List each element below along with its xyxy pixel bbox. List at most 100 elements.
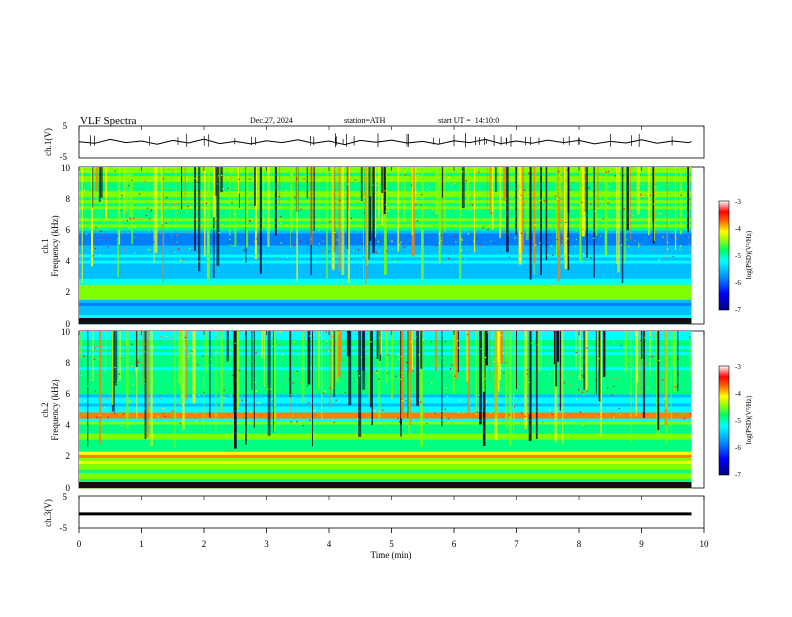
spec-speckle <box>119 358 121 360</box>
spec-speckle <box>528 169 530 171</box>
spec-speckle <box>178 179 180 181</box>
spec-band <box>79 361 692 365</box>
spec-speckle <box>401 399 403 402</box>
spec-speckle <box>386 372 389 374</box>
spec-speckle <box>79 210 81 212</box>
spec-speckle <box>123 343 125 345</box>
ch2-freq-ticks: 10 8 6 4 2 0 <box>61 327 71 493</box>
spec-speckle <box>234 342 236 344</box>
spec-speckle <box>267 235 269 237</box>
spec-speckle <box>613 416 615 418</box>
spec-speckle <box>632 214 634 217</box>
spec-band <box>79 448 692 453</box>
spec-streak <box>473 167 476 253</box>
spec-speckle <box>451 364 454 366</box>
spec-speckle <box>594 210 596 212</box>
spec-speckle <box>182 375 184 378</box>
spec-streak <box>623 167 627 263</box>
spec-streak <box>466 167 470 205</box>
spec-speckle <box>607 387 609 389</box>
spec-speckle <box>629 392 631 395</box>
spec-band <box>79 281 692 286</box>
spec-streak <box>641 331 643 359</box>
spec-streak <box>411 331 413 371</box>
spec-speckle <box>169 337 171 339</box>
spec-band <box>79 382 692 386</box>
x-tick-label: 6 <box>452 539 457 549</box>
spec-streak <box>263 331 265 387</box>
spec-streak <box>557 331 560 362</box>
spec-streak <box>583 331 585 390</box>
spec-speckle <box>107 416 109 418</box>
spec-speckle <box>654 358 656 360</box>
spec-speckle <box>154 190 156 192</box>
spec-speckle <box>488 177 491 179</box>
spec-streak <box>537 331 540 372</box>
spec-band <box>79 388 692 392</box>
spec-speckle <box>243 259 245 261</box>
spec-speckle <box>231 202 233 204</box>
spec-speckle <box>145 214 147 217</box>
spec-speckle <box>484 378 486 380</box>
spec-speckle <box>251 360 253 363</box>
spec-speckle <box>126 220 128 222</box>
spec-speckle <box>628 342 630 344</box>
spec-speckle <box>666 256 668 258</box>
spec-speckle <box>197 364 199 366</box>
spec-speckle <box>387 363 389 365</box>
spec-speckle <box>402 371 404 373</box>
spec-speckle <box>355 388 357 390</box>
spec-speckle <box>624 397 626 399</box>
spec-streak <box>91 167 94 267</box>
spec-speckle <box>297 353 299 356</box>
spec-speckle <box>296 421 298 423</box>
spec-speckle <box>332 419 334 421</box>
spec-speckle <box>253 241 255 243</box>
spec-speckle <box>575 239 577 241</box>
spec-band <box>79 379 692 383</box>
ch2-cb-tick-m4: -4 <box>735 390 741 398</box>
spec-streak <box>245 331 247 445</box>
spec-speckle <box>346 350 348 352</box>
spec-speckle <box>385 210 387 213</box>
spec-streak <box>649 331 651 377</box>
spec-streak <box>181 167 183 210</box>
spec-speckle <box>186 211 188 213</box>
spec-speckle <box>419 374 421 376</box>
spec-speckle <box>378 378 380 380</box>
spec-streak <box>379 331 381 361</box>
spec-streak <box>557 167 561 281</box>
spec-speckle <box>308 402 310 404</box>
spec-speckle <box>505 239 507 241</box>
spec-speckle <box>524 415 526 417</box>
spec-speckle <box>588 408 590 411</box>
spec-speckle <box>558 172 560 174</box>
spec-speckle <box>329 387 331 389</box>
ch3-ylabel: ch.3(V) <box>43 499 53 527</box>
spec-speckle <box>241 399 243 401</box>
spec-streak <box>435 167 439 215</box>
spec-streak <box>595 331 597 395</box>
spec-streak <box>123 167 125 219</box>
spec-band <box>79 478 692 483</box>
spec-speckle <box>98 414 101 416</box>
spec-speckle <box>308 214 310 216</box>
spec-streak <box>348 331 352 406</box>
spec-speckle <box>486 331 489 333</box>
spec-band <box>79 314 692 319</box>
spec-band <box>79 430 692 434</box>
spec-streak <box>272 331 274 433</box>
ch2-spectrogram-panel: 10 8 6 4 2 0 ch.2 Frequency (kHz) -3 -4 … <box>40 327 753 493</box>
ch1-cb-tick-m5: -5 <box>735 252 741 260</box>
spec-speckle <box>270 388 272 390</box>
spec-speckle <box>255 352 257 354</box>
spec-speckle <box>213 244 215 246</box>
spec-speckle <box>580 351 582 353</box>
spec-speckle <box>447 177 449 179</box>
spec-speckle <box>95 226 97 228</box>
spec-speckle <box>559 183 561 185</box>
spec-speckle <box>524 405 526 407</box>
spec-speckle <box>193 177 195 179</box>
spec-band <box>79 370 692 374</box>
